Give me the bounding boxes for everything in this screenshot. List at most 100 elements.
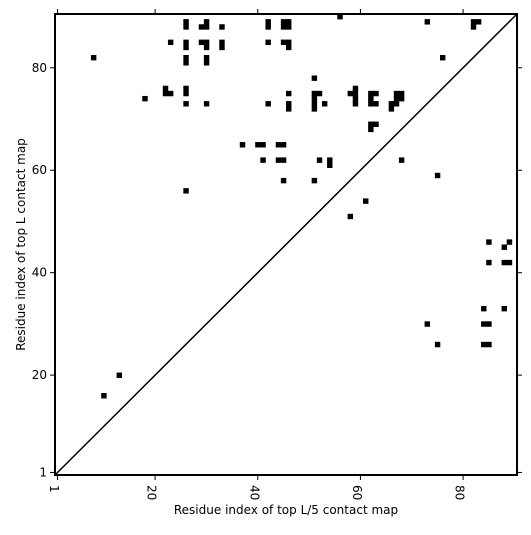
y-tick-label: 20 — [32, 368, 47, 382]
contact-cell-upper — [183, 101, 189, 107]
contact-cell-upper — [368, 95, 374, 102]
contact-cell-upper — [162, 85, 169, 92]
contact-cell-upper — [203, 19, 210, 25]
x-tick-label: 20 — [145, 485, 159, 500]
contact-cell-upper — [255, 142, 261, 148]
contact-cell-upper — [280, 142, 287, 148]
contact-cell-upper — [352, 85, 359, 92]
contact-cell-upper — [203, 101, 210, 107]
contact-cell-upper — [260, 157, 266, 163]
y-tick-label: 80 — [32, 61, 47, 75]
contact-cell-upper — [347, 213, 354, 220]
contact-cell-upper — [388, 101, 395, 107]
contact-cell-lower — [501, 305, 508, 312]
contact-cell-upper — [167, 90, 174, 97]
contact-cell-upper — [373, 90, 379, 97]
contact-cell-upper — [142, 95, 148, 102]
contact-cell-upper — [352, 95, 359, 102]
contact-cell-upper — [424, 19, 431, 25]
contact-cell-upper — [347, 90, 354, 97]
contact-cell-upper — [440, 54, 446, 61]
contact-cell-upper — [167, 39, 174, 46]
contact-cell-upper — [311, 90, 318, 97]
contact-cell-upper — [393, 90, 400, 97]
contact-cell-upper — [286, 101, 292, 107]
contact-cell-upper — [203, 39, 210, 46]
contact-cell-lower — [506, 259, 513, 266]
contact-cell-upper — [183, 39, 189, 46]
x-tick-label: 60 — [350, 485, 364, 500]
contact-cell-upper — [265, 101, 271, 107]
contact-cell-upper — [265, 24, 271, 30]
contact-cell-upper — [183, 90, 189, 97]
x-tick-label: 1 — [47, 485, 61, 493]
contact-cell-upper — [203, 54, 210, 61]
contact-cell-lower — [424, 321, 431, 327]
contact-cell-upper — [280, 39, 287, 46]
diagonal-line — [54, 13, 518, 476]
contact-cell-lower — [506, 239, 513, 245]
contact-cell-upper — [311, 177, 318, 184]
contact-cell-lower — [101, 393, 107, 399]
contact-cell-upper — [203, 24, 210, 30]
contact-cell-upper — [183, 44, 189, 51]
contact-cell-upper — [393, 101, 400, 107]
contact-cell-upper — [368, 126, 374, 133]
contact-cell-upper — [286, 106, 292, 112]
contact-cell-upper — [368, 90, 374, 97]
contact-cell-upper — [337, 14, 343, 20]
y-tick-label: 60 — [32, 163, 47, 177]
contact-cell-upper — [311, 75, 318, 81]
contact-cell-upper — [275, 157, 282, 163]
contact-cell-upper — [475, 19, 482, 25]
contact-cell-upper — [90, 54, 97, 61]
contact-cell-upper — [393, 95, 400, 102]
contact-cell-upper — [286, 19, 292, 25]
contact-cell-upper — [286, 90, 292, 97]
contact-cell-upper — [275, 142, 282, 148]
contact-cell-upper — [162, 90, 169, 97]
contact-cell-upper — [398, 90, 405, 97]
contact-cell-upper — [239, 142, 246, 148]
contact-cell-upper — [198, 24, 205, 30]
contact-cell-lower — [434, 341, 441, 348]
contact-cell-lower — [486, 259, 492, 266]
contact-cell-lower — [486, 321, 492, 327]
contact-cell-upper — [280, 19, 287, 25]
contact-cell-upper — [203, 60, 210, 66]
contact-cell-upper — [363, 198, 369, 204]
contact-cell-upper — [388, 106, 395, 112]
contact-cell-upper — [265, 39, 271, 46]
contact-cell-upper — [219, 44, 225, 51]
contact-cell-upper — [398, 157, 405, 163]
contact-cell-lower — [501, 259, 508, 266]
contact-cell-lower — [481, 321, 487, 327]
contact-cell-upper — [183, 188, 189, 194]
contact-cell-upper — [470, 19, 477, 25]
contact-cell-upper — [311, 106, 318, 112]
contact-cell-upper — [373, 121, 379, 127]
contact-cells — [90, 14, 513, 399]
contact-cell-upper — [316, 90, 323, 97]
contact-cell-upper — [352, 101, 359, 107]
contact-cell-upper — [203, 44, 210, 51]
contact-cell-upper — [260, 142, 266, 148]
contact-cell-lower — [486, 341, 492, 348]
x-tick-label: 40 — [247, 485, 261, 500]
contact-cell-upper — [373, 101, 379, 107]
contact-cell-lower — [486, 239, 492, 245]
contact-cell-upper — [327, 157, 333, 163]
contact-cell-upper — [316, 157, 323, 163]
contact-cell-upper — [311, 101, 318, 107]
contact-cell-upper — [183, 54, 189, 61]
contact-cell-upper — [219, 39, 225, 46]
contact-cell-upper — [183, 19, 189, 25]
contact-cell-upper — [470, 24, 477, 30]
contact-cell-upper — [183, 60, 189, 66]
y-tick-label: 40 — [32, 266, 47, 280]
contact-cell-lower — [481, 305, 487, 312]
plot-frame — [54, 13, 518, 476]
contact-cell-upper — [398, 95, 405, 102]
